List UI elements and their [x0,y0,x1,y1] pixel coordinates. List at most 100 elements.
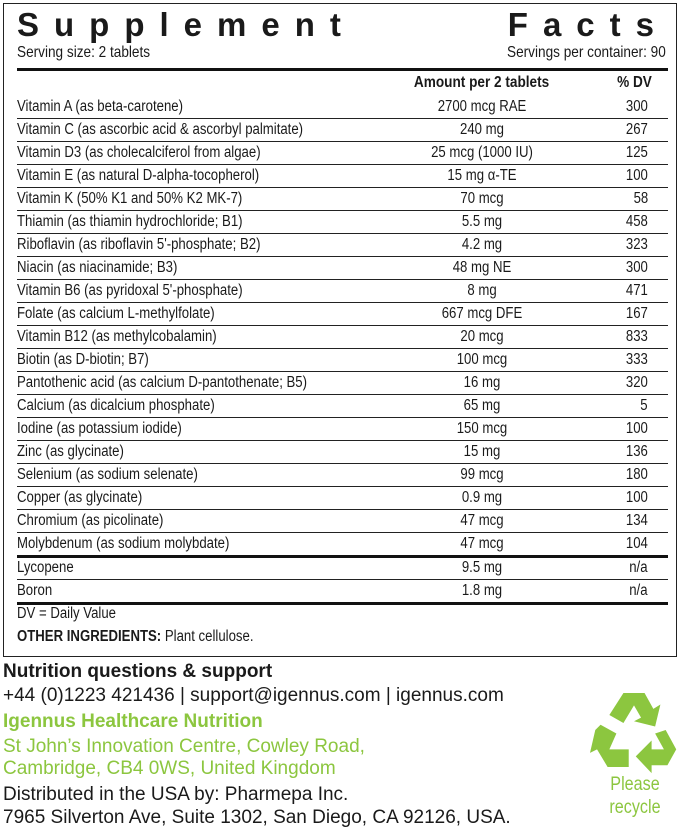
nutrient-dv: 267 [626,121,648,138]
nutrient-amount: 48 mg NE [452,259,512,276]
nutrient-amount: 1.8 mg [461,582,503,599]
serving-size: Serving size: 2 tablets [17,44,151,61]
nutrient-dv: 100 [626,420,648,437]
nutrient-dv: 5 [640,397,648,414]
nutrient-name: Vitamin B12 (as methylcobalamin) [17,328,217,345]
supplement-facts-panel: Supplement Facts Serving size: 2 tablets… [3,3,677,657]
nutrient-name: Riboflavin (as riboflavin 5'-phosphate; … [17,236,261,253]
nutrient-name: Boron [17,582,53,599]
nutrient-name: Iodine (as potassium iodide) [17,420,182,437]
nutrient-name: Vitamin A (as beta-carotene) [17,98,184,115]
nutrient-row: Chromium (as picolinate) 47 mcg 134 [17,510,668,533]
other-ingredients: OTHER INGREDIENTS: Plant cellulose. [17,628,253,646]
nutrient-name: Vitamin C (as ascorbic acid & ascorbyl p… [17,121,304,138]
nutrient-row: Folate (as calcium L-methylfolate) 667 mc… [17,303,668,326]
nutrient-dv: 333 [626,351,648,368]
nutrient-dv: 180 [626,466,648,483]
nutrient-amount: 240 mg [460,121,504,138]
nutrient-name: Vitamin D3 (as cholecalciferol from alga… [17,144,261,161]
distributor-line-2: 7965 Silverton Ave, Suite 1302, San Dieg… [3,807,511,828]
nutrient-dv: 136 [626,443,648,460]
nutrient-row: Selenium (as sodium selenate) 99 mcg 180 [17,464,668,487]
nutrient-dv: 323 [626,236,648,253]
nutrient-amount: 0.9 mg [461,489,503,506]
nutrient-row: Vitamin B12 (as methylcobalamin) 20 mcg 83… [17,326,668,349]
nutrient-amount: 9.5 mg [461,559,503,576]
nutrient-amount: 15 mg [463,443,501,460]
nutrient-dv: 167 [626,305,648,322]
nutrient-row: Vitamin D3 (as cholecalciferol from alga… [17,142,668,165]
address-line-1: St John’s Innovation Centre, Cowley Road… [3,736,365,757]
nutrient-row: Vitamin E (as natural D-alpha-tocopherol… [17,165,668,188]
panel-title: Supplement Facts [17,6,669,44]
nutrient-row: Riboflavin (as riboflavin 5'-phosphate; … [17,234,668,257]
nutrient-dv: 100 [626,489,648,506]
dv-note: DV = Daily Value [17,605,116,622]
nutrient-row: Boron 1.8 mg n/a [17,580,668,603]
recycle-icon [590,693,677,774]
nutrient-name: Molybdenum (as sodium molybdate) [17,535,230,552]
nutrient-row: Pantothenic acid (as calcium D-pantothen… [17,372,668,395]
nutrient-name: Thiamin (as thiamin hydrochloride; B1) [17,213,243,230]
nutrient-dv: 58 [633,190,648,207]
nutrient-amount: 99 mcg [460,466,504,483]
recycle-label: Please recycle [609,774,661,818]
nutrient-amount: 25 mcg (1000 IU) [431,144,533,161]
nutrient-name: Vitamin E (as natural D-alpha-tocopherol… [17,167,260,184]
nutrient-dv: 458 [626,213,648,230]
support-contact: +44 (0)1223 421436 | support@igennus.com… [3,685,504,706]
nutrient-amount: 47 mcg [460,535,504,552]
nutrient-name: Vitamin B6 (as pyridoxal 5'-phosphate) [17,282,243,299]
nutrient-amount: 4.2 mg [461,236,503,253]
nutrient-name: Zinc (as glycinate) [17,443,124,460]
nutrient-row: Niacin (as niacinamide; B3) 48 mg NE 300 [17,257,668,280]
nutrient-row: Copper (as glycinate) 0.9 mg 100 [17,487,668,510]
dv-header: % DV [617,74,652,91]
nutrient-dv: 100 [626,167,648,184]
nutrient-row: Biotin (as D-biotin; B7) 100 mcg 333 [17,349,668,372]
nutrient-amount: 16 mg [463,374,501,391]
nutrient-dv: n/a [629,582,648,599]
other-ingredients-label: OTHER INGREDIENTS: [17,628,162,645]
nutrient-row: Iodine (as potassium iodide) 150 mcg 100 [17,418,668,441]
nutrient-row: Calcium (as dicalcium phosphate) 65 mg 5 [17,395,668,418]
nutrient-name: Calcium (as dicalcium phosphate) [17,397,215,414]
nutrient-amount: 47 mcg [460,512,504,529]
servings-per-container: Servings per container: 90 [507,44,666,61]
nutrient-dv: n/a [629,559,648,576]
amount-header: Amount per 2 tablets [413,74,550,91]
company-name: Igennus Healthcare Nutrition [3,711,263,732]
nutrient-amount: 70 mcg [460,190,504,207]
nutrient-row: Thiamin (as thiamin hydrochloride; B1) 5.… [17,211,668,234]
nutrient-dv: 320 [626,374,648,391]
divider [17,68,668,71]
address-line-2: Cambridge, CB4 0WS, United Kingdom [3,758,336,779]
nutrient-row: Lycopene 9.5 mg n/a [17,557,668,580]
nutrient-dv: 134 [626,512,648,529]
nutrient-dv: 833 [626,328,648,345]
nutrient-row: Molybdenum (as sodium molybdate) 47 mcg 10… [17,533,668,556]
nutrient-row: Zinc (as glycinate) 15 mg 136 [17,441,668,464]
divider [17,602,668,605]
nutrient-row: Vitamin A (as beta-carotene) 2700 mcg RAE… [17,96,668,119]
distributor-line-1: Distributed in the USA by: Pharmepa Inc. [3,784,349,805]
nutrient-name: Chromium (as picolinate) [17,512,164,529]
nutrient-row: Vitamin B6 (as pyridoxal 5'-phosphate) 8 … [17,280,668,303]
title-word: Supplement [17,6,356,43]
nutrient-amount: 150 mcg [456,420,508,437]
nutrient-name: Selenium (as sodium selenate) [17,466,198,483]
nutrient-name: Vitamin K (50% K1 and 50% K2 MK-7) [17,190,243,207]
nutrient-dv: 125 [626,144,648,161]
nutrient-row: Vitamin K (50% K1 and 50% K2 MK-7) 70 mcg… [17,188,668,211]
nutrient-dv: 300 [626,259,648,276]
nutrient-amount: 20 mcg [460,328,504,345]
nutrient-amount: 8 mg [467,282,497,299]
nutrient-amount: 667 mcg DFE [441,305,523,322]
nutrient-dv: 104 [626,535,648,552]
nutrient-dv: 471 [626,282,648,299]
nutrient-amount: 2700 mcg RAE [437,98,527,115]
title-word: Facts [507,6,669,43]
nutrient-name: Niacin (as niacinamide; B3) [17,259,178,276]
support-title: Nutrition questions & support [3,661,273,682]
nutrient-name: Lycopene [17,559,74,576]
